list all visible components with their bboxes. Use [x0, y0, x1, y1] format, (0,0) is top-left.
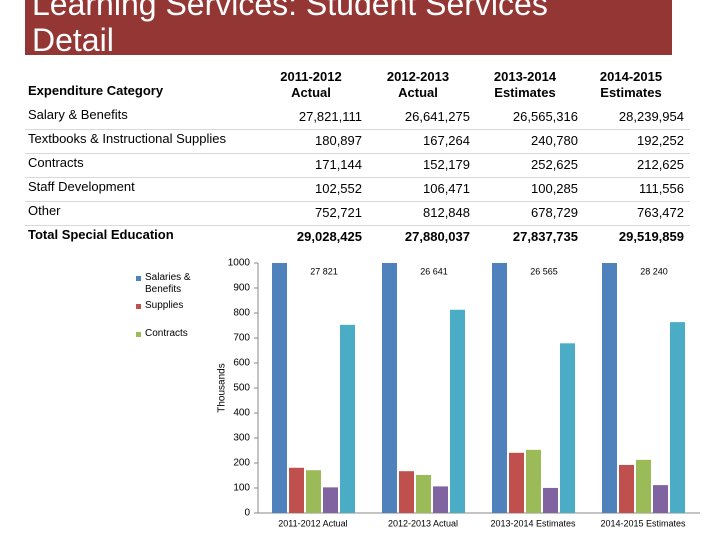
legend-label: Contracts: [145, 328, 188, 339]
table-value: 27,837,735: [512, 229, 578, 244]
y-tick-label: 900: [233, 283, 250, 294]
x-tick-label: 2012-2013 Actual: [388, 518, 458, 528]
table-value: 100,285: [531, 181, 578, 196]
bar: [340, 324, 355, 513]
row-separator: [25, 153, 690, 154]
row-label: Salary & Benefits: [28, 107, 128, 122]
bar: [399, 471, 414, 513]
table-value: 180,897: [315, 133, 362, 148]
bar: [509, 452, 524, 513]
bar: [289, 467, 304, 513]
y-tick-label: 700: [233, 333, 250, 344]
bar: [382, 263, 397, 513]
legend-label: Supplies: [145, 300, 184, 311]
bar: [450, 309, 465, 513]
table-value: 26,565,316: [512, 109, 578, 124]
table-value: 240,780: [531, 133, 578, 148]
y-axis-label: Thousands: [217, 363, 228, 412]
bar: [619, 464, 634, 513]
column-header: 2013-2014 Estimates: [493, 69, 557, 100]
data-label: 28 240: [640, 266, 668, 276]
row-separator: [25, 225, 690, 226]
data-label: 26 641: [420, 266, 448, 276]
y-tick-label: 400: [233, 408, 250, 419]
legend-swatch: [136, 304, 141, 309]
bar: [670, 322, 685, 513]
bar: [433, 486, 448, 513]
table-value: 167,264: [423, 133, 470, 148]
legend-label: Salaries & Benefits: [145, 272, 191, 295]
table-value: 212,625: [637, 157, 684, 172]
bar: [526, 449, 541, 513]
row-separator: [25, 177, 690, 178]
column-header: Expenditure Category: [28, 83, 164, 98]
column-header: 2014-2015 Estimates: [599, 69, 663, 100]
table-value: 152,179: [423, 157, 470, 172]
legend-swatch: [136, 276, 141, 281]
data-label: 26 565: [530, 266, 558, 276]
x-tick-label: 2014-2015 Estimates: [600, 518, 686, 528]
table-value: 29,519,859: [618, 229, 684, 244]
row-label: Total Special Education: [28, 227, 174, 242]
bar: [416, 474, 431, 513]
table-value: 27,821,111: [298, 109, 362, 124]
table-value: 763,472: [637, 205, 684, 220]
y-tick-label: 500: [233, 383, 250, 394]
y-tick-label: 800: [233, 308, 250, 319]
row-separator: [25, 129, 690, 130]
row-label: Textbooks & Instructional Supplies: [28, 131, 226, 146]
y-tick-label: 600: [233, 358, 250, 369]
y-tick-label: 300: [233, 433, 250, 444]
bar: [323, 487, 338, 513]
bar: [653, 485, 668, 513]
bar: [543, 487, 558, 513]
bars: [272, 263, 685, 513]
data-label: 27 821: [310, 266, 338, 276]
y-tick-label: 0: [244, 508, 250, 519]
y-tick-label: 1000: [228, 258, 251, 269]
table-value: 102,552: [315, 181, 362, 196]
row-label: Staff Development: [28, 179, 135, 194]
table-value: 26,641,275: [404, 109, 470, 124]
row-label: Other: [28, 203, 61, 218]
bar: [492, 263, 507, 513]
table-value: 812,848: [423, 205, 470, 220]
table-value: 171,144: [315, 157, 362, 172]
y-tick-label: 100: [233, 483, 250, 494]
bar: [636, 459, 651, 513]
table-value: 28,239,954: [618, 109, 684, 124]
x-tick-label: 2011-2012 Actual: [278, 518, 347, 528]
table-value: 106,471: [423, 181, 470, 196]
row-separator: [25, 201, 690, 202]
table-value: 192,252: [637, 133, 684, 148]
table-value: 752,721: [315, 205, 362, 220]
bar: [306, 470, 321, 513]
slide-title: Learning Services: Student Services Deta…: [32, 0, 548, 58]
column-header: 2011-2012 Actual: [280, 69, 342, 100]
x-tick-label: 2013-2014 Estimates: [490, 518, 576, 528]
table-value: 27,880,037: [404, 229, 470, 244]
y-tick-label: 200: [233, 458, 250, 469]
legend-swatch: [136, 332, 141, 337]
column-header: 2012-2013 Actual: [386, 69, 450, 100]
table-value: 111,556: [638, 181, 684, 196]
table-value: 29,028,425: [296, 229, 362, 244]
bar: [602, 263, 617, 513]
bar: [560, 343, 575, 513]
table-value: 678,729: [531, 205, 578, 220]
bar: [272, 263, 287, 513]
row-label: Contracts: [28, 155, 84, 170]
table-value: 252,625: [531, 157, 578, 172]
title-band: [25, 0, 672, 55]
